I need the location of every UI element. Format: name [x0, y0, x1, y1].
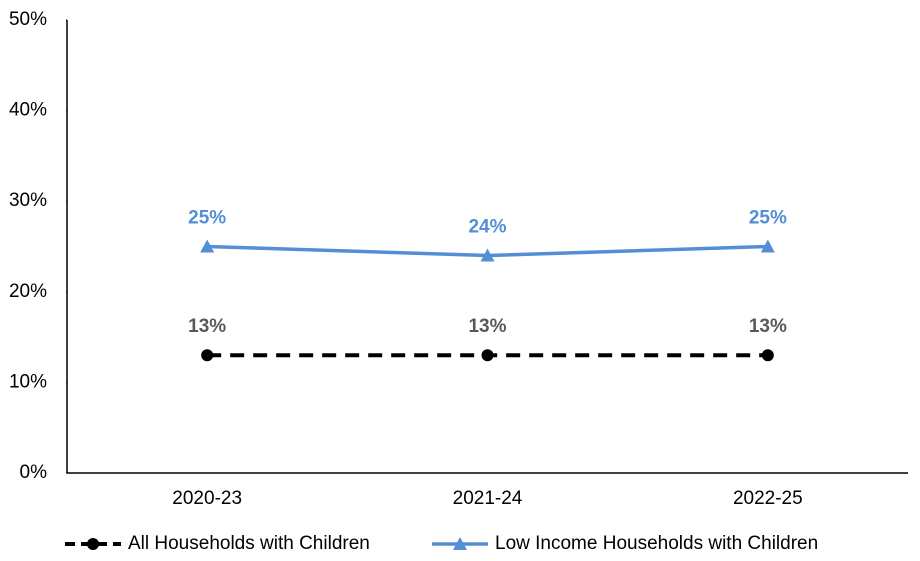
x-tick-label: 2020-23 — [172, 488, 242, 509]
point — [201, 349, 214, 362]
point — [760, 239, 775, 253]
legend-label: Low Income Households with Children — [495, 533, 818, 554]
point — [481, 349, 494, 362]
x-tick-label: 2022-25 — [733, 488, 803, 509]
data-label: 13% — [468, 316, 506, 337]
point — [200, 239, 215, 253]
legend-marker — [453, 537, 467, 550]
data-label: 25% — [749, 208, 787, 229]
y-tick-label: 20% — [9, 281, 47, 302]
y-tick-label: 40% — [9, 100, 47, 121]
data-label: 24% — [468, 217, 506, 238]
point — [480, 248, 495, 262]
data-label: 13% — [749, 316, 787, 337]
y-tick-label: 0% — [20, 462, 48, 483]
y-tick-label: 10% — [9, 371, 47, 392]
y-tick-label: 50% — [9, 9, 47, 30]
legend-label: All Households with Children — [128, 533, 370, 554]
data-label: 25% — [188, 208, 226, 229]
y-tick-label: 30% — [9, 190, 47, 211]
x-tick-label: 2021-24 — [453, 488, 523, 509]
point — [761, 349, 774, 362]
legend-marker — [87, 538, 99, 550]
data-label: 13% — [188, 316, 226, 337]
